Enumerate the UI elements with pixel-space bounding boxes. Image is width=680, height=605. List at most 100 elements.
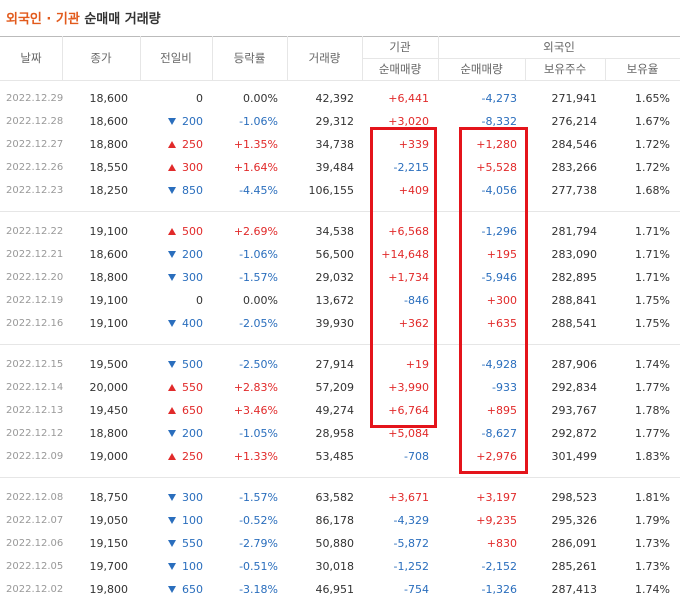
cell: +5,528 [476,160,517,174]
cell: 287,413 [551,582,598,596]
cell: +830 [486,536,517,550]
header-divider [438,36,439,80]
header-bottom-line [0,80,680,81]
cell: -8,627 [481,426,517,440]
cell: 1.67% [635,114,670,128]
cell: 19,100 [89,224,129,238]
header-divider [362,36,363,80]
change-arrow [168,429,176,437]
cell: -2.50% [239,357,278,371]
cell: 285,261 [551,559,598,573]
cell: +6,441 [388,91,429,105]
cell: 283,090 [551,247,598,261]
cell: 1.71% [635,270,670,284]
column-header: 전일비 [160,51,192,65]
cell: 49,274 [315,403,355,417]
change-arrow [168,186,176,194]
cell: +9,235 [476,513,517,527]
cell: 300 [182,490,203,504]
change-arrow [168,360,176,368]
change-arrow [168,516,176,524]
group-header: 외국인 [543,40,575,54]
cell: 2022.12.27 [6,138,64,150]
cell: 1.74% [635,582,670,596]
cell: 2022.12.26 [6,161,64,173]
cell: -2.05% [239,316,278,330]
cell: 0.00% [243,91,278,105]
change-arrow [168,406,176,414]
cell: 650 [182,582,203,596]
change-arrow [168,562,176,570]
cell: 18,600 [89,247,129,261]
change-arrow [168,273,176,281]
cell: 56,500 [315,247,355,261]
cell: 34,538 [315,224,355,238]
change-arrow [168,539,176,547]
cell: 2022.12.22 [6,225,64,237]
cell: 200 [182,426,203,440]
change-arrow [168,140,176,148]
cell: 30,018 [315,559,355,573]
cell: -4,329 [393,513,429,527]
cell: 63,582 [315,490,355,504]
column-header: 날짜 [20,51,42,65]
cell: 292,872 [551,426,598,440]
sub-header: 보유주수 [543,62,587,76]
cell: 200 [182,114,203,128]
cell: 1.77% [635,426,670,440]
cell: 2022.12.29 [6,92,64,104]
cell: 1.72% [635,160,670,174]
cell: -1.06% [239,114,278,128]
cell: +3.46% [233,403,278,417]
change-arrow [168,493,176,501]
change-arrow [168,585,176,593]
cell: +19 [405,357,429,371]
change-arrow [168,383,176,391]
cell: -1.05% [239,426,278,440]
cell: 2022.12.08 [6,491,64,503]
cell: 2022.12.05 [6,560,64,572]
cell: 50,880 [315,536,355,550]
cell: 2022.12.12 [6,427,64,439]
cell: -1,252 [393,559,429,573]
cell: -933 [492,380,517,394]
cell: 46,951 [315,582,355,596]
cell: 1.73% [635,536,670,550]
cell: +1.33% [233,449,278,463]
cell: 18,800 [89,426,129,440]
header-divider [212,36,213,80]
cell: -3.18% [239,582,278,596]
cell: -4,273 [481,91,517,105]
change-arrow [168,319,176,327]
cell: 500 [182,224,203,238]
sub-header: 순매매량 [378,62,422,76]
change-arrow [168,227,176,235]
cell: 271,941 [551,91,598,105]
cell: 2022.12.14 [6,381,64,393]
cell: -846 [404,293,429,307]
cell: 281,794 [551,224,598,238]
cell: 27,914 [315,357,355,371]
cell: 2022.12.23 [6,184,64,196]
cell: 19,150 [89,536,129,550]
cell: +3,197 [476,490,517,504]
cell: 1.71% [635,247,670,261]
cell: 86,178 [315,513,355,527]
cell: 18,800 [89,137,129,151]
header-divider [62,36,63,80]
cell: 292,834 [551,380,598,394]
cell: -1.57% [239,490,278,504]
cell: 19,800 [89,582,129,596]
cell: -5,872 [393,536,429,550]
group-header: 기관 [389,40,411,54]
cell: 57,209 [315,380,355,394]
cell: -1,296 [481,224,517,238]
cell: -0.51% [239,559,278,573]
cell: 284,546 [551,137,598,151]
cell: +300 [486,293,517,307]
cell: +339 [398,137,429,151]
cell: -754 [404,582,429,596]
cell: 18,600 [89,91,129,105]
cell: +3,990 [388,380,429,394]
